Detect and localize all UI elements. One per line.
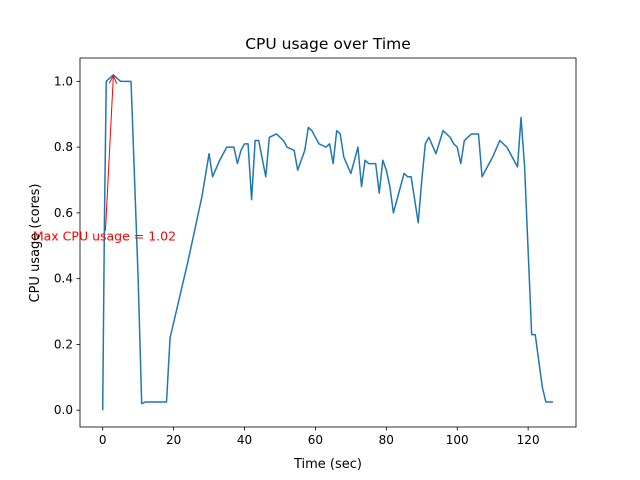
x-tick-label: 20 — [166, 433, 181, 447]
y-tick-label: 0.4 — [54, 272, 73, 286]
x-axis-label: Time (sec) — [293, 457, 362, 472]
y-tick-label: 0.8 — [54, 140, 73, 154]
y-axis-label: CPU usage (cores) — [28, 184, 43, 303]
y-tick-label: 0.0 — [54, 403, 73, 417]
series-line-0 — [101, 74, 553, 411]
x-tick-label: 60 — [308, 433, 323, 447]
chart-title: CPU usage over Time — [245, 35, 411, 53]
x-tick-label: 80 — [379, 433, 394, 447]
x-tick-label: 40 — [237, 433, 252, 447]
x-tick-label: 0 — [99, 433, 107, 447]
y-tick-label: 0.6 — [54, 206, 73, 220]
y-tick-label: 1.0 — [54, 74, 73, 88]
y-tick-label: 0.2 — [54, 337, 73, 351]
x-tick-label: 100 — [446, 433, 469, 447]
axes-frame — [79, 57, 577, 428]
x-tick-label: 120 — [517, 433, 540, 447]
annotation-arrow — [104, 77, 113, 231]
plot-area: 0 20 40 60 80 100 120 0.0 0.2 0.4 0.6 0.8 1.0 Max CPU… — [33, 57, 577, 447]
annotation-text: Max CPU usage = 1.02 — [33, 229, 176, 244]
